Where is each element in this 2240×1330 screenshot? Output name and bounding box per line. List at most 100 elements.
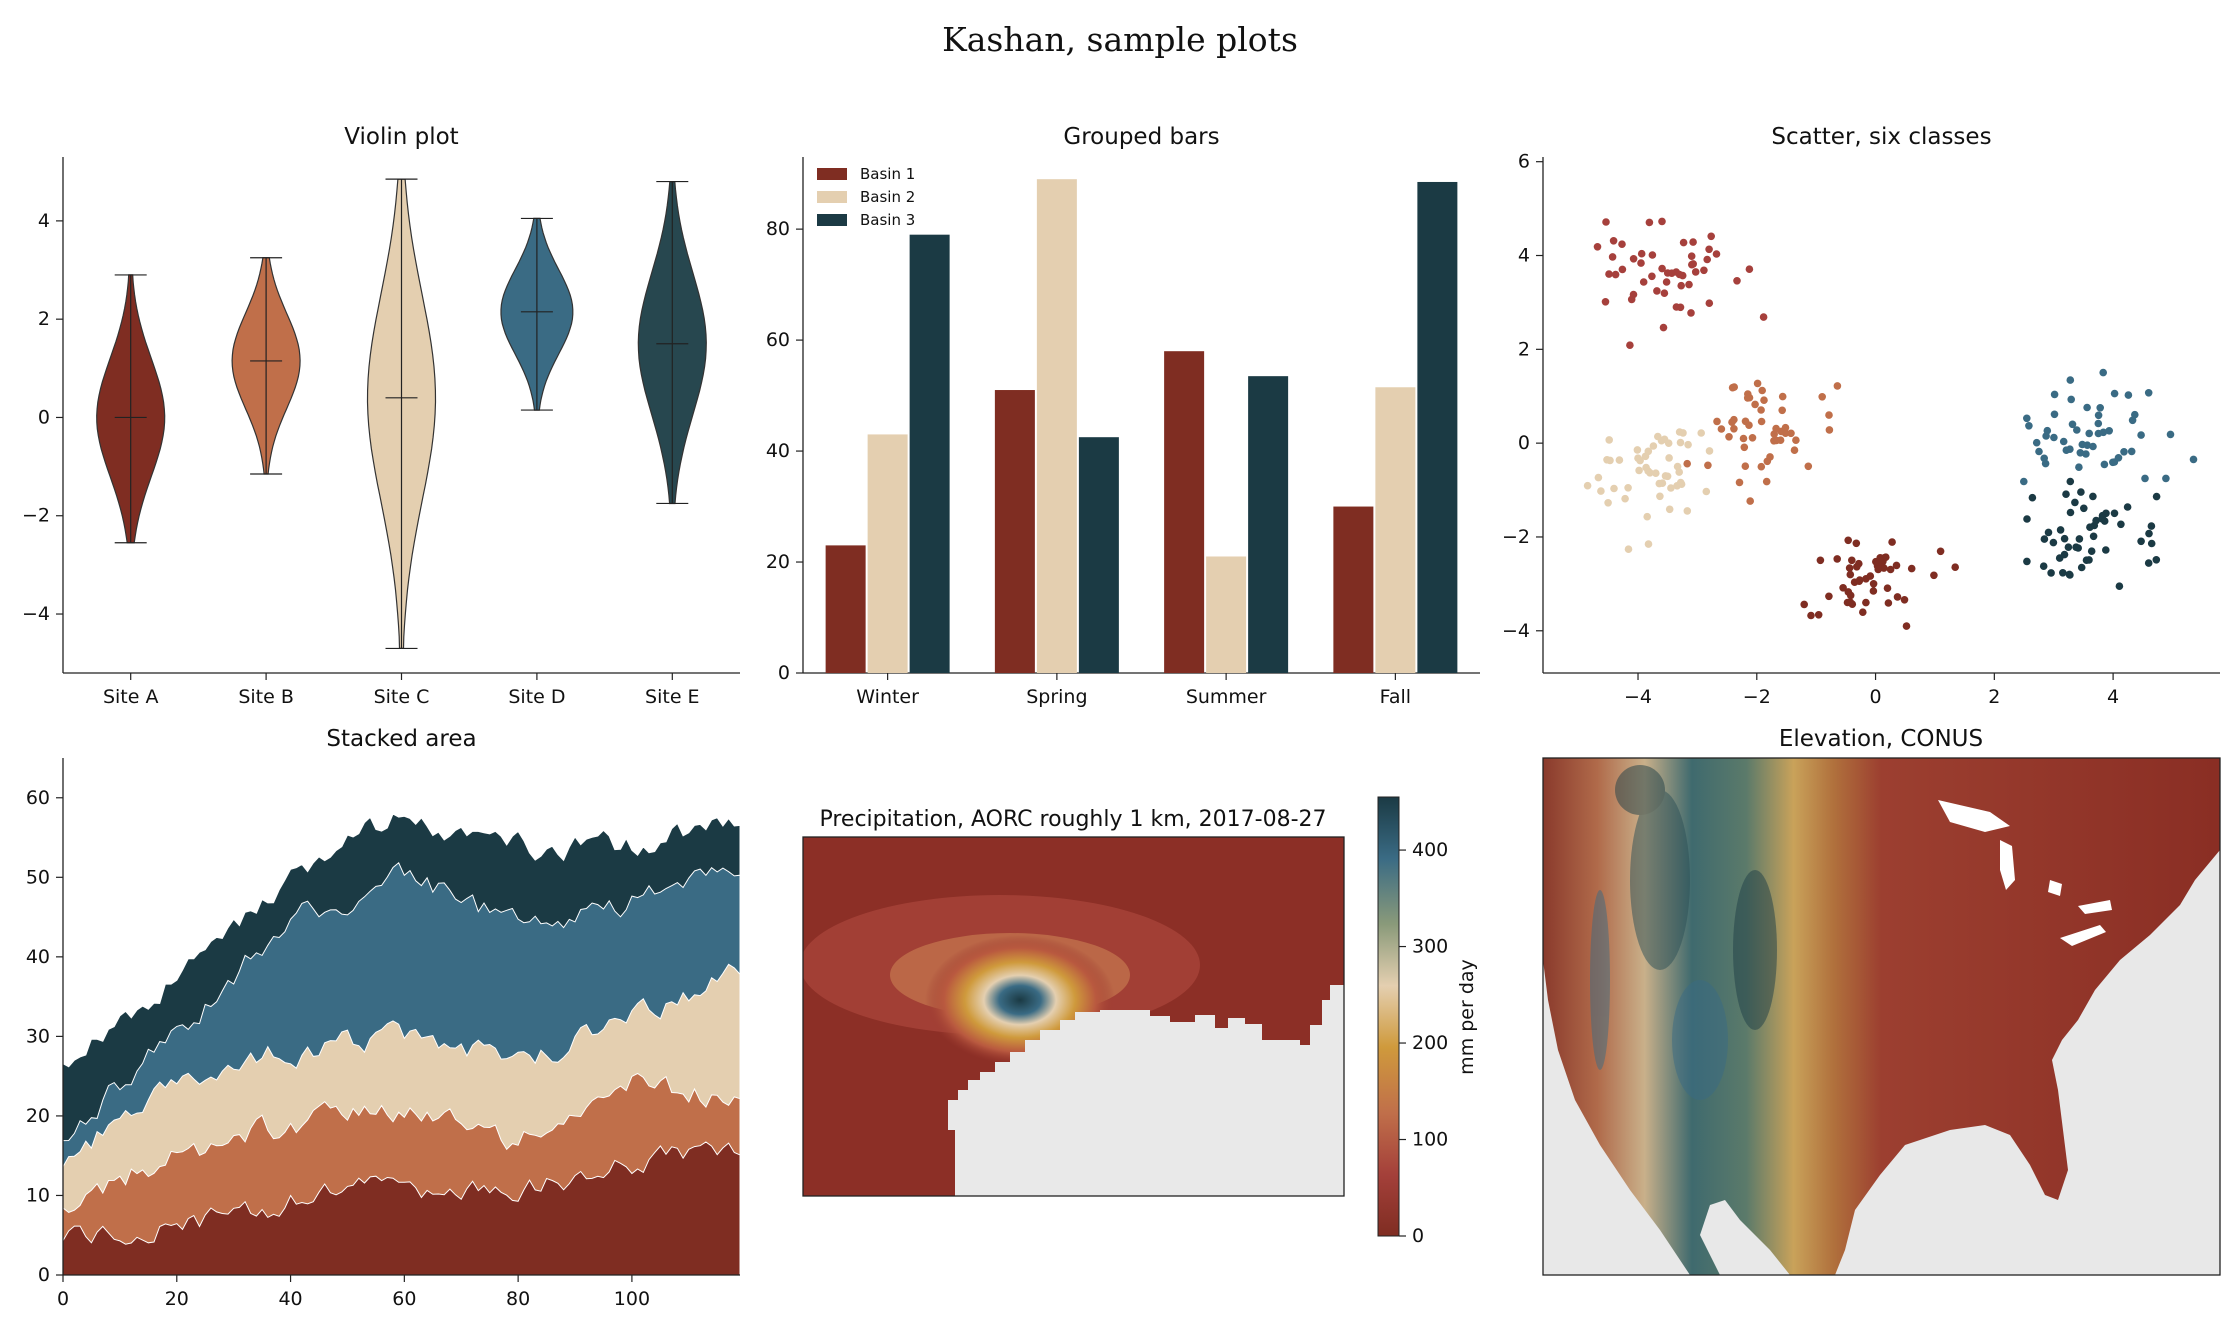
area-layer	[62, 1141, 741, 1276]
scatter-point	[1880, 564, 1888, 572]
scatter-point	[1637, 249, 1646, 258]
scatter-point	[2085, 556, 2093, 564]
scatter-point	[2162, 474, 2170, 483]
stacked-x-tick-label: 20	[165, 1288, 189, 1310]
scatter-y-tick-label: −4	[1502, 620, 1530, 642]
scatter-point	[1704, 461, 1712, 470]
scatter-point	[2066, 508, 2075, 517]
scatter-point	[2050, 410, 2059, 419]
scatter-point	[2100, 517, 2109, 525]
bar-basin-2	[1206, 556, 1247, 673]
scatter-point	[1833, 382, 1842, 390]
scatter-point	[1814, 611, 1823, 619]
legend-label: Basin 3	[860, 211, 915, 229]
scatter-point	[1825, 411, 1833, 419]
scatter-point	[1778, 392, 1787, 401]
scatter-point	[1757, 462, 1766, 471]
scatter-point	[2127, 447, 2136, 456]
scatter-point	[1748, 434, 1757, 442]
scatter-point	[2077, 488, 2085, 496]
figure-title: Kashan, sample plots	[942, 20, 1298, 59]
stacked-x-tick-label: 0	[57, 1288, 69, 1310]
scatter-point	[1652, 469, 1660, 478]
violin-y-tick-label: 0	[38, 406, 50, 428]
stacked-y-tick-label: 0	[38, 1264, 50, 1286]
scatter-y-tick-label: 2	[1518, 338, 1530, 360]
stacked-y-tick-label: 20	[26, 1105, 50, 1127]
bar-basin-1	[1164, 351, 1205, 673]
scatter-point	[1697, 429, 1705, 437]
colorbar-ticks: 0 100 200 300 400	[1399, 839, 1448, 1247]
scatter-point	[1846, 598, 1855, 606]
colorbar-tick-label: 200	[1412, 1032, 1448, 1054]
scatter-point	[2032, 438, 2041, 447]
scatter-point	[2117, 520, 2125, 529]
scatter-point	[1665, 454, 1673, 462]
scatter-point	[2089, 532, 2098, 541]
scatter-point	[1745, 265, 1754, 274]
scatter-point	[1593, 243, 1602, 251]
violin-x-tick-label: Site B	[238, 686, 294, 708]
scatter-point	[1655, 479, 1664, 488]
grouped-y-tick-label: 20	[766, 551, 790, 573]
scatter-point	[1900, 596, 1909, 604]
scatter-point	[2114, 454, 2123, 462]
bar-basin-1	[994, 390, 1035, 673]
scatter-x-tick-label: 2	[1988, 686, 2000, 708]
grouped-y-tick-label: 60	[766, 329, 790, 351]
scatter-point	[2039, 562, 2048, 570]
scatter-point	[1717, 425, 1726, 433]
scatter-point	[1605, 270, 1613, 278]
scatter-point	[1741, 462, 1750, 471]
scatter-x-tick-label: −2	[1743, 686, 1771, 708]
scatter-point	[1705, 245, 1713, 254]
bar-basin-2	[1375, 387, 1416, 673]
violin-y-tick-label: 4	[38, 210, 50, 232]
scatter-point	[1743, 394, 1752, 402]
scatter-x-tick-label: −4	[1624, 686, 1652, 708]
scatter-point	[1728, 418, 1736, 427]
scatter-point	[2115, 582, 2124, 590]
scatter-point	[1766, 453, 1774, 461]
scatter-point	[2089, 492, 2097, 501]
scatter-point	[1845, 564, 1854, 572]
scatter-point	[1684, 440, 1692, 449]
scatter-point	[2060, 534, 2069, 543]
scatter-point	[1658, 217, 1666, 226]
scatter-point	[1624, 484, 1632, 492]
scatter-point	[2023, 515, 2031, 523]
precipitation-map: Precipitation, AORC roughly 1 km, 2017-0…	[802, 796, 1478, 1247]
scatter-point	[1645, 218, 1654, 227]
scatter-point	[1733, 277, 1741, 285]
scatter-point	[2120, 448, 2128, 456]
scatter-point	[1757, 406, 1765, 414]
scatter-point	[2123, 503, 2132, 511]
scatter-point	[1735, 478, 1744, 487]
scatter-point	[1778, 406, 1786, 415]
scatter-point	[1636, 456, 1644, 465]
scatter-point	[2075, 535, 2084, 543]
scatter-point	[2094, 411, 2103, 420]
scatter-point	[1604, 499, 1612, 507]
scatter-point	[2110, 389, 2119, 398]
scatter-point	[1602, 218, 1610, 226]
scatter-point	[1886, 565, 1895, 574]
scatter-y-tick-label: −2	[1502, 526, 1530, 548]
scatter-point	[1725, 433, 1733, 441]
scatter-point	[1672, 268, 1680, 276]
violin-x-tick-label: Site E	[645, 686, 700, 708]
scatter-point	[1792, 436, 1800, 445]
scatter-point	[2073, 426, 2081, 434]
scatter-point	[2099, 428, 2108, 437]
scatter-point	[2075, 463, 2083, 472]
scatter-point	[1760, 396, 1768, 405]
scatter-point	[2049, 538, 2058, 547]
scatter-point	[1869, 587, 1878, 595]
stacked-x-tick-label: 60	[392, 1288, 416, 1310]
scatter-point	[1608, 253, 1617, 261]
stacked-x-tick-label: 80	[506, 1288, 530, 1310]
scatter-point	[1661, 472, 1670, 480]
scatter-point	[2062, 490, 2070, 499]
scatter-point	[1907, 564, 1916, 573]
scatter-point	[2189, 455, 2198, 464]
